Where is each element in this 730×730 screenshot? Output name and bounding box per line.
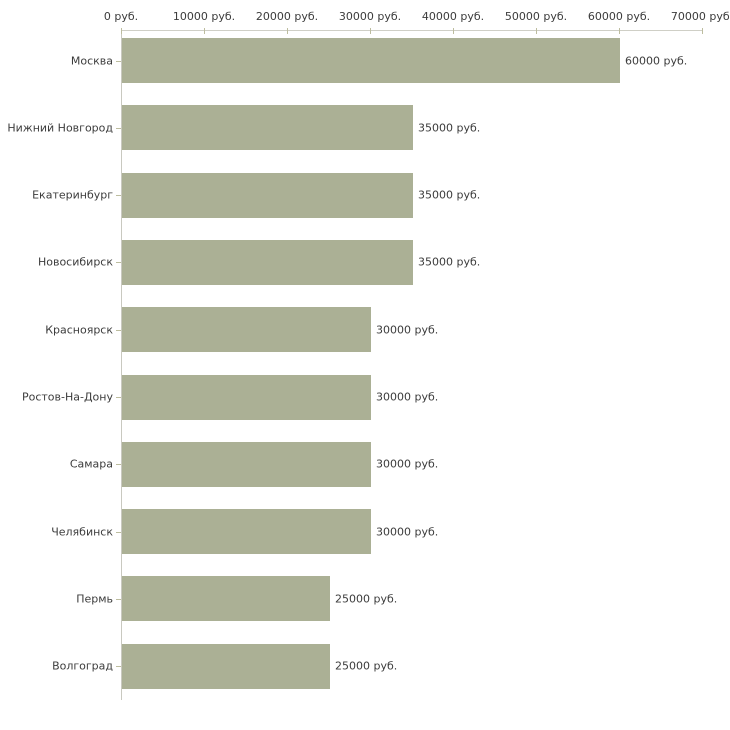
category-label: Самара	[69, 457, 113, 471]
x-axis-tick-label: 60000 руб.	[587, 10, 651, 23]
y-axis-line	[121, 30, 122, 700]
value-label: 35000 руб.	[418, 255, 481, 269]
value-label: 30000 руб.	[376, 390, 439, 404]
category-tick	[116, 666, 121, 668]
value-label: 30000 руб.	[376, 525, 439, 539]
bar	[122, 576, 330, 622]
x-axis-tick-label: 40000 руб.	[421, 10, 485, 23]
category-label: Нижний Новгород	[7, 121, 113, 135]
category-tick	[116, 329, 121, 331]
bar	[122, 307, 371, 353]
x-axis-tick-label: 0 руб.	[103, 10, 139, 23]
bar	[122, 643, 330, 689]
x-axis-tick-label: 70000 руб.	[670, 10, 730, 23]
value-label: 30000 руб.	[376, 323, 439, 337]
value-label: 25000 руб.	[335, 659, 398, 673]
x-axis-tick-label: 20000 руб.	[255, 10, 319, 23]
value-label: 30000 руб.	[376, 457, 439, 471]
x-axis-tick-label: 10000 руб.	[172, 10, 236, 23]
x-axis-tick	[121, 28, 122, 34]
category-tick	[116, 127, 121, 129]
value-label: 60000 руб.	[625, 54, 688, 67]
category-tick	[116, 195, 121, 197]
category-tick	[116, 397, 121, 398]
category-label: Москва	[70, 54, 113, 67]
bar	[122, 374, 371, 420]
bar	[122, 38, 620, 83]
category-tick	[116, 531, 121, 533]
x-axis-tick	[370, 28, 371, 34]
bar	[122, 105, 413, 151]
x-axis-tick	[536, 28, 537, 34]
category-tick	[116, 598, 121, 600]
category-tick	[116, 60, 121, 62]
x-axis-tick	[204, 28, 205, 34]
value-label: 35000 руб.	[418, 188, 481, 202]
x-axis-tick	[453, 28, 454, 34]
category-label: Челябинск	[51, 525, 113, 539]
value-label: 25000 руб.	[335, 592, 398, 606]
bar	[122, 239, 413, 285]
category-label: Ростов-На-Дону	[21, 390, 113, 404]
bar	[122, 172, 413, 218]
value-label: 35000 руб.	[418, 121, 481, 135]
category-label: Новосибирск	[37, 255, 113, 269]
x-axis-tick-label: 50000 руб.	[504, 10, 568, 23]
bar	[122, 509, 371, 555]
category-label: Екатеринбург	[32, 188, 113, 202]
x-axis-tick	[287, 28, 288, 34]
category-tick	[116, 262, 121, 264]
bar	[122, 441, 371, 487]
x-axis-tick	[619, 28, 620, 34]
category-label: Пермь	[76, 592, 113, 606]
category-tick	[116, 464, 121, 466]
category-label: Волгоград	[52, 659, 113, 673]
x-axis-line	[121, 30, 703, 31]
x-axis-tick	[702, 28, 703, 34]
category-label: Красноярск	[45, 323, 113, 337]
x-axis-tick-label: 30000 руб.	[338, 10, 402, 23]
